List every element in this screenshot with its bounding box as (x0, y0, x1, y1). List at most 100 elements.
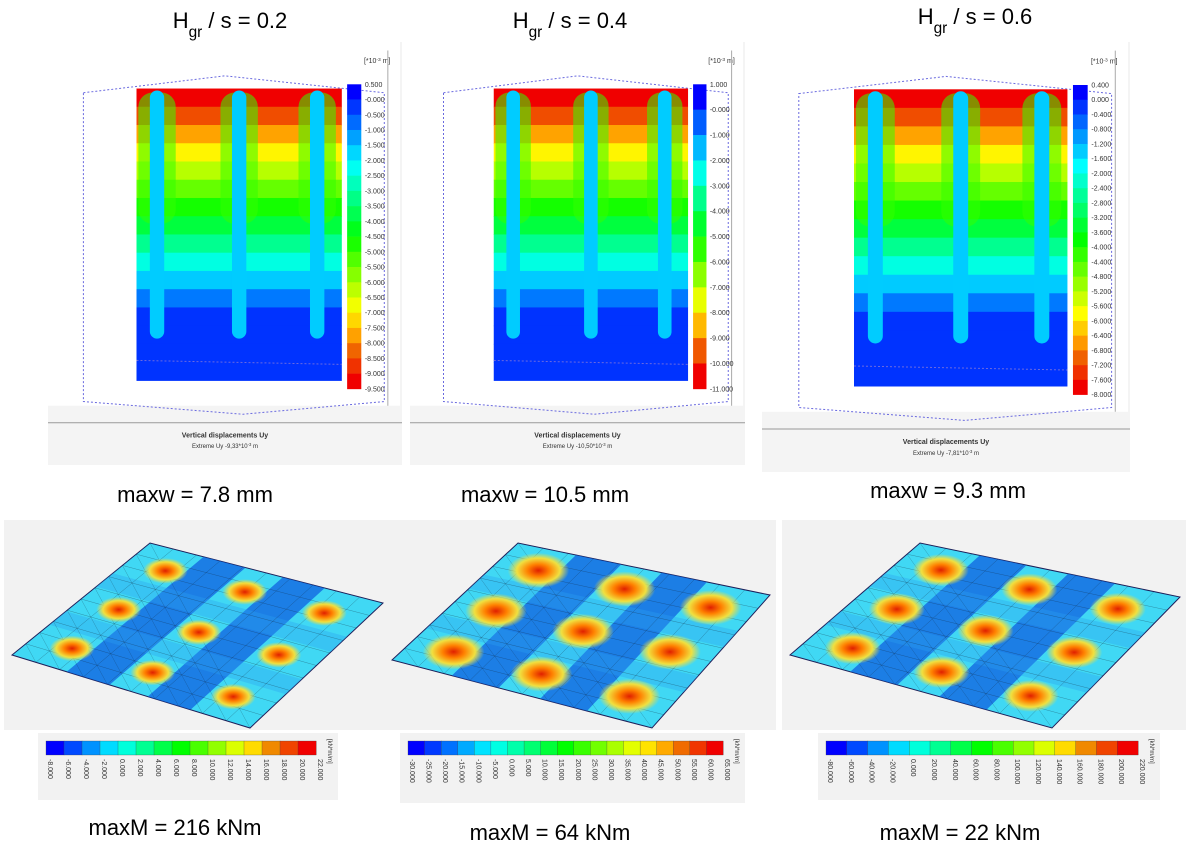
moment-cell (171, 740, 191, 756)
moment-cell (81, 740, 101, 756)
column (584, 90, 598, 339)
legend-cell (1072, 365, 1088, 381)
legend-cell (1072, 217, 1088, 233)
panel-title: Hgr / s = 0.6 (918, 4, 1033, 37)
moment-label: 65.000 (723, 759, 730, 781)
moment-label: -80.000 (826, 759, 833, 783)
moment-cell (867, 740, 889, 756)
unit-label-part: m] (725, 58, 735, 65)
unit-label-part: -3 (721, 57, 726, 63)
moment-cell (706, 740, 724, 756)
hot-spot (142, 558, 188, 584)
moment-cell (606, 740, 624, 756)
legend-cell (347, 373, 362, 390)
moment-cell (261, 740, 281, 756)
legend-cell (693, 211, 707, 237)
moment-cell (573, 740, 591, 756)
hot-spot (510, 656, 573, 692)
legend-label: -1.500 (365, 143, 385, 150)
moment-label: 30.000 (607, 759, 614, 781)
extreme-label-part: Extreme Uy -7,81*10 (913, 451, 969, 457)
mesh-line (122, 565, 203, 714)
band-low (451, 554, 622, 688)
caption: Vertical displacements Uy (534, 433, 620, 440)
legend-label: -1.600 (1091, 156, 1111, 163)
moment-unit: [kN*m/m] (326, 739, 332, 764)
legend-label: -4.500 (365, 234, 385, 241)
mesh-line (25, 643, 36, 663)
moment-label: 0.000 (118, 759, 125, 777)
legend-label: -4.400 (1091, 259, 1111, 266)
legend-cell (347, 129, 362, 146)
legend-cell (347, 236, 362, 253)
moment-cell (1096, 740, 1118, 756)
hot-spot (1046, 636, 1103, 669)
legend-cell (693, 287, 707, 314)
hot-spot (1002, 679, 1059, 712)
moment-cell (540, 740, 558, 756)
legend-label: -4.000 (365, 219, 385, 226)
contour-band (136, 343, 342, 363)
mesh-line (154, 578, 290, 699)
hot-spot (868, 593, 925, 626)
legend-cell (693, 160, 707, 187)
moment-cell (153, 740, 173, 756)
hot-spot (593, 571, 656, 607)
legend-cell (1072, 276, 1088, 292)
legend-label: -7.500 (365, 325, 385, 332)
moment-cell (639, 740, 658, 756)
moment-cell (99, 740, 119, 756)
legend-cell (347, 221, 362, 237)
moment-cell (507, 740, 525, 756)
moment-label: 40.000 (951, 759, 958, 781)
panel-title-part: H (173, 8, 189, 33)
maxM-label: maxM = 216 kNm (89, 815, 262, 840)
moment-cell (992, 740, 1014, 756)
legend-label: -5.500 (365, 265, 385, 272)
legend-label: -8.000 (710, 310, 730, 317)
mesh-line (1051, 596, 1181, 729)
extreme-label-part: -3 (248, 442, 252, 447)
moment-label: -25.000 (425, 759, 432, 783)
legend-label: -1.200 (1091, 141, 1111, 148)
moment-label: 12.000 (226, 759, 233, 781)
legend-cell (347, 160, 362, 176)
legend-cell (1072, 129, 1088, 145)
moment-label: 220.000 (1138, 759, 1145, 784)
moment-cell (656, 740, 674, 756)
contour-band (493, 362, 689, 381)
maxM-label: maxM = 64 kNm (470, 820, 631, 845)
column (149, 90, 165, 339)
moment-label: 10.000 (541, 759, 548, 781)
extreme-label: Extreme Uy -10,50*10-3 m (543, 442, 612, 451)
moment-label: -15.000 (458, 759, 465, 783)
legend-cell (347, 327, 362, 344)
legend-cell (1072, 320, 1088, 336)
moment-label: 160.000 (1076, 759, 1083, 784)
legend-cell (347, 312, 362, 329)
moment-label: 25.000 (590, 759, 597, 781)
mesh-line (249, 602, 384, 729)
legend-label: 0.000 (1091, 97, 1109, 104)
mesh-line (108, 576, 344, 641)
box-outline (443, 75, 729, 415)
caption: Vertical displacements Uy (903, 439, 989, 446)
column (1034, 91, 1050, 344)
unit-label-part: [*10 (364, 58, 377, 65)
legend-label: -6.800 (1091, 348, 1111, 355)
column (657, 90, 672, 339)
moment-label: -6.000 (64, 759, 71, 779)
hot-spot (49, 635, 95, 662)
moment-cell (189, 740, 209, 756)
legend-label: -9.000 (365, 371, 385, 378)
unit-label-part: [*10 (1091, 59, 1104, 66)
legend-cell (693, 261, 707, 288)
legend-cell (1072, 261, 1088, 277)
band-mid (869, 573, 1146, 649)
box-outline (82, 75, 385, 415)
maxw-label: maxw = 9.3 mm (870, 478, 1026, 503)
unit-label-part: m] (1108, 59, 1118, 66)
column (867, 91, 883, 344)
moment-label: -60.000 (847, 759, 854, 783)
